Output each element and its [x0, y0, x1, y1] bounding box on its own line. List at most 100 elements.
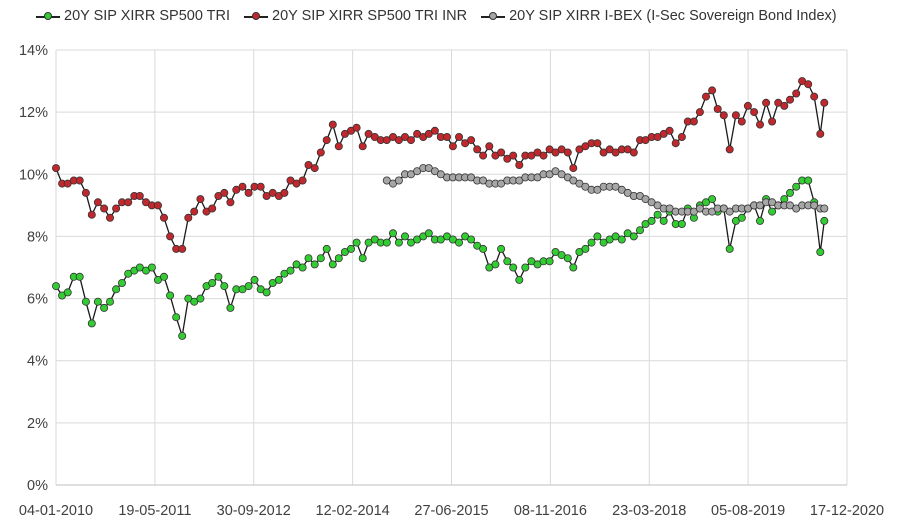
y-tick-label: 4% — [27, 354, 48, 370]
data-point — [473, 145, 482, 154]
data-point — [406, 136, 415, 145]
data-point — [713, 105, 722, 114]
data-point — [737, 213, 746, 222]
data-point — [497, 179, 506, 188]
data-point — [166, 232, 175, 241]
data-point — [593, 139, 602, 148]
legend-item-ibex: 20Y SIP XIRR I-BEX (I-Sec Sovereign Bond… — [481, 8, 837, 24]
legend-swatch-ibex — [481, 10, 506, 22]
data-point — [792, 182, 801, 191]
y-tick-label: 8% — [27, 229, 48, 245]
data-point — [545, 257, 554, 266]
data-point — [159, 272, 168, 281]
data-point — [250, 275, 259, 284]
data-point — [503, 257, 512, 266]
data-point — [244, 282, 253, 291]
x-tick-label: 27-06-2015 — [414, 503, 488, 519]
data-point — [743, 101, 752, 110]
data-point — [334, 254, 343, 263]
data-point — [135, 263, 144, 272]
series-2 — [382, 164, 829, 216]
data-point — [268, 278, 277, 287]
data-point — [497, 244, 506, 253]
x-tick-label: 30-09-2012 — [217, 503, 291, 519]
data-point — [214, 272, 223, 281]
data-point — [304, 160, 313, 169]
data-point — [135, 191, 144, 200]
data-point — [557, 170, 566, 179]
data-point — [256, 182, 265, 191]
data-point — [804, 80, 813, 89]
data-point — [786, 95, 795, 104]
data-point — [196, 195, 205, 204]
legend-marker — [44, 12, 52, 20]
data-point — [708, 195, 717, 204]
data-point — [226, 198, 235, 207]
data-point — [352, 238, 361, 247]
data-point — [611, 182, 620, 191]
legend-label: 20Y SIP XIRR I-BEX (I-Sec Sovereign Bond… — [509, 8, 837, 24]
legend-item-sp500-tri: 20Y SIP XIRR SP500 TRI — [36, 8, 230, 24]
y-tick-label: 0% — [27, 478, 48, 494]
data-point — [436, 235, 445, 244]
data-point — [310, 260, 319, 269]
data-point — [780, 101, 789, 110]
data-point — [75, 176, 84, 185]
data-point — [262, 288, 271, 297]
x-tick-label: 23-03-2018 — [612, 503, 686, 519]
data-point — [725, 207, 734, 216]
data-point — [358, 142, 367, 151]
data-point — [442, 132, 451, 141]
data-point — [659, 216, 668, 225]
data-point — [190, 207, 199, 216]
legend-swatch-sp500-tri-inr — [244, 10, 269, 22]
data-point — [509, 151, 518, 160]
x-tick-label: 17-12-2020 — [810, 503, 884, 519]
data-point — [641, 195, 650, 204]
data-point — [208, 204, 217, 213]
data-point — [310, 164, 319, 173]
data-point — [328, 260, 337, 269]
legend-item-sp500-tri-inr: 20Y SIP XIRR SP500 TRI INR — [244, 8, 467, 24]
y-tick-label: 10% — [19, 167, 48, 183]
data-point — [617, 235, 626, 244]
data-point — [719, 111, 728, 120]
data-point — [768, 117, 777, 126]
data-point — [695, 108, 704, 117]
data-point — [515, 275, 524, 284]
data-point — [52, 282, 61, 291]
legend-label: 20Y SIP XIRR SP500 TRI INR — [272, 8, 468, 24]
data-point — [653, 210, 662, 219]
data-point — [497, 148, 506, 157]
data-point — [509, 263, 518, 272]
series — [52, 77, 829, 340]
data-point — [190, 297, 199, 306]
data-point — [708, 86, 717, 95]
data-point — [557, 145, 566, 154]
data-point — [743, 204, 752, 213]
data-point — [238, 285, 247, 294]
data-point — [81, 297, 90, 306]
data-point — [491, 260, 500, 269]
y-tick-label: 6% — [27, 292, 48, 308]
data-point — [93, 198, 102, 207]
data-point — [563, 148, 572, 157]
data-point — [816, 129, 825, 138]
data-point — [394, 176, 403, 185]
data-point — [87, 210, 96, 219]
x-tick-label: 05-08-2019 — [711, 503, 785, 519]
data-point — [352, 123, 361, 132]
data-point — [479, 151, 488, 160]
data-point — [166, 291, 175, 300]
data-point — [178, 244, 187, 253]
data-point — [581, 244, 590, 253]
data-point — [647, 216, 656, 225]
data-point — [816, 247, 825, 256]
data-point — [689, 117, 698, 126]
data-point — [786, 201, 795, 210]
data-point — [100, 303, 109, 312]
data-point — [737, 117, 746, 126]
data-point — [424, 229, 433, 238]
data-point — [328, 120, 337, 129]
